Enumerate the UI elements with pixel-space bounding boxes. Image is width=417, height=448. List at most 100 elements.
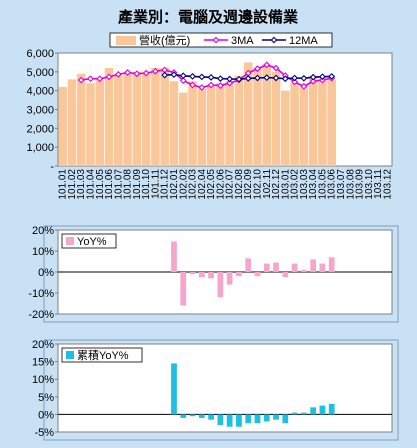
ma3-point: [216, 82, 224, 90]
x-tick-label: 102.08: [234, 169, 245, 200]
ma12-point: [161, 71, 169, 79]
cumulative-yoy-bar: [328, 403, 335, 415]
revenue-bar: [243, 62, 253, 166]
x-tick-label: 103.06: [327, 169, 338, 200]
revenue-bar: [178, 92, 188, 166]
ma12-point: [170, 71, 178, 79]
ma3-point: [189, 81, 196, 89]
ma12-point: [319, 73, 326, 81]
ma12-point: [244, 75, 252, 82]
legend-label-revenue: 營收(億元): [139, 33, 190, 47]
y-tick-label: 0%: [38, 267, 54, 279]
ma3-point: [105, 73, 113, 81]
revenue-bar: [271, 71, 281, 166]
revenue-bar: [225, 81, 234, 166]
y-tick-label: 15%: [32, 357, 54, 369]
revenue-bar: [58, 86, 67, 166]
x-tick-label: 101.08: [123, 169, 134, 200]
yoy-bar: [300, 269, 307, 272]
y-tick-label: 20%: [32, 339, 54, 351]
revenue-bar: [299, 85, 309, 166]
ma3-point: [142, 69, 150, 77]
x-tick-label: 101.04: [85, 169, 96, 200]
ma12-point: [235, 75, 243, 83]
ma3-point: [179, 77, 187, 85]
yoy-bar: [189, 272, 196, 275]
x-tick-label: 102.09: [243, 169, 254, 200]
revenue-bar: [308, 75, 318, 166]
legend-label-ma3: 3MA: [231, 35, 254, 47]
cumulative-yoy-bar: [236, 414, 242, 427]
y-tick-label: 6,000: [26, 48, 54, 60]
chart-title: 產業別：電腦及週邊設備業: [117, 8, 299, 26]
x-tick-label: 103.09: [355, 169, 366, 200]
ma3-point: [226, 79, 234, 87]
x-tick-label: 103.11: [373, 169, 384, 199]
cumulative-yoy-bar: [319, 405, 326, 415]
revenue-chart: -1,0002,0003,0004,0005,0006,000101.01101…: [26, 32, 393, 200]
x-tick-label: 101.11: [150, 169, 161, 199]
ma3-point: [87, 75, 94, 83]
cumulative-yoy-bar: [180, 414, 187, 418]
yoy-bar: [198, 272, 205, 278]
yoy-bar: [180, 272, 187, 306]
revenue-bar: [197, 88, 207, 166]
legend-box: [61, 233, 117, 249]
revenue-bar: [114, 75, 123, 166]
ma3-point: [300, 82, 308, 90]
legend-label: 累積YoY%: [77, 348, 129, 362]
x-tick-label: 102.06: [215, 169, 226, 200]
ma3-point: [254, 65, 261, 73]
ma3-point: [207, 81, 215, 89]
y-tick-label: 1,000: [26, 142, 54, 154]
x-tick-label: 101.09: [132, 169, 143, 200]
cumulative-yoy-bar: [217, 414, 224, 425]
legend: YoY%: [61, 233, 117, 249]
x-tick-label: 103.07: [336, 169, 347, 200]
legend-swatch: [66, 351, 74, 359]
cumulative-yoy-bar: [282, 414, 289, 424]
plot-area: [57, 52, 393, 167]
ma12-point: [328, 73, 336, 80]
y-tick-label: 0%: [38, 409, 54, 421]
x-tick-label: 101.05: [95, 169, 106, 200]
x-tick-label: 103.05: [317, 169, 328, 200]
legend: 營收(億元) 3MA 12MA: [109, 32, 333, 48]
y-tick-label: 3,000: [26, 105, 54, 117]
x-tick-label: 102.12: [271, 169, 282, 200]
yoy-bar: [226, 272, 233, 285]
x-tick-label: 103.01: [280, 169, 291, 200]
x-tick-label: 102.07: [225, 169, 236, 200]
cumulative-yoy-bar: [198, 414, 205, 418]
cumulative-yoy-bar: [226, 414, 233, 427]
revenue-bar: [216, 83, 225, 166]
revenue-bar: [234, 75, 244, 166]
x-tick-label: 101.07: [113, 169, 124, 200]
y-tick-label: 10%: [32, 374, 54, 386]
cumulative-yoy-bar: [300, 412, 307, 415]
ma12-point: [309, 73, 317, 81]
cumulative-yoy-bar: [208, 414, 214, 420]
x-tick-label: 101.01: [58, 169, 69, 200]
y-tick-label: 4,000: [26, 86, 54, 98]
yoy-bar: [310, 259, 317, 272]
x-tick-label: 103.03: [299, 169, 310, 200]
revenue-bar: [141, 73, 151, 166]
ma3-point: [291, 78, 298, 86]
ma12-point: [189, 73, 196, 80]
ma3-point: [309, 77, 317, 85]
revenue-bar: [327, 79, 336, 166]
y-tick-label: -20%: [28, 309, 54, 321]
y-tick-label: 5%: [38, 392, 54, 404]
revenue-bar: [290, 83, 299, 166]
yoy-bar: [291, 263, 298, 272]
revenue-bar: [86, 83, 95, 166]
x-tick-label: 102.11: [262, 169, 273, 199]
legend-swatch: [66, 237, 74, 245]
ma3-point: [114, 70, 122, 78]
yoy-bar: [282, 272, 289, 278]
ma12-point: [263, 74, 271, 82]
legend-marker-ma12: [270, 36, 278, 44]
x-tick-label: 102.04: [197, 169, 208, 200]
